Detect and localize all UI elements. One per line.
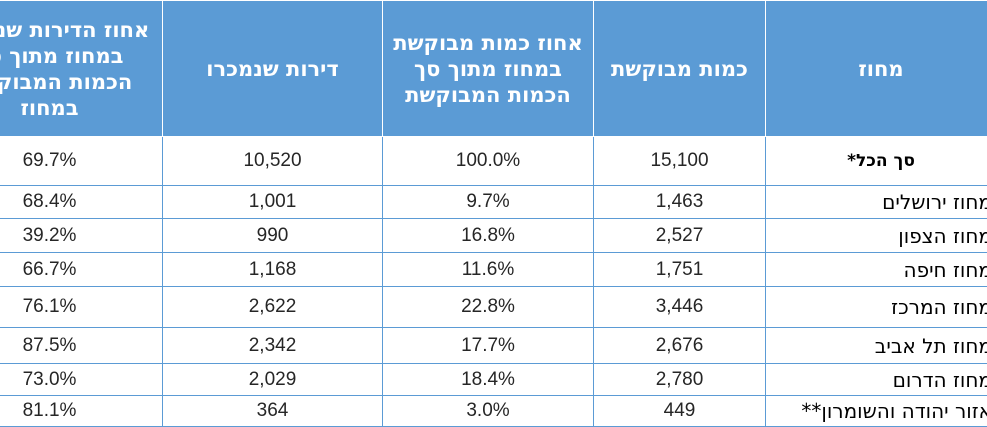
cell-requested-pct: 11.6% (382, 252, 594, 287)
cell-sold: 2,029 (162, 363, 383, 396)
cell-requested-pct: 22.8% (382, 286, 594, 328)
table-row: מחוז הדרום 2,780 18.4% 2,029 73.0% (0, 363, 987, 396)
cell-district: מחוז חיפה (765, 252, 987, 287)
cell-sold: 364 (162, 395, 383, 427)
table-row: מחוז הצפון 2,527 16.8% 990 39.2% (0, 218, 987, 253)
header-sold: דירות שנמכרו (162, 0, 383, 137)
cell-sold: 990 (162, 218, 383, 253)
cell-requested-pct: 17.7% (382, 327, 594, 364)
cell-sold-pct: 87.5% (0, 327, 163, 364)
header-requested-pct: אחוז כמות מבוקשת במחוז מתוך סך הכמות המב… (382, 0, 594, 137)
cell-sold: 10,520 (162, 136, 383, 186)
header-row: מחוז כמות מבוקשת אחוז כמות מבוקשת במחוז … (0, 0, 987, 137)
table-row: מחוז תל אביב 2,676 17.7% 2,342 87.5% (0, 327, 987, 364)
cell-sold: 1,168 (162, 252, 383, 287)
cell-district: מחוז הדרום (765, 363, 987, 396)
header-sold-pct: אחוז הדירות שנמכרו במחוז מתוך סך הכמות ה… (0, 0, 163, 137)
cell-requested-qty: 2,676 (593, 327, 766, 364)
cell-district: מחוז ירושלים (765, 185, 987, 219)
cell-requested-qty: 1,463 (593, 185, 766, 219)
table-row: מחוז המרכז 3,446 22.8% 2,622 76.1% (0, 286, 987, 328)
cell-requested-qty: 3,446 (593, 286, 766, 328)
cell-requested-qty: 2,527 (593, 218, 766, 253)
cell-requested-pct: 3.0% (382, 395, 594, 427)
cell-requested-pct: 9.7% (382, 185, 594, 219)
cell-sold: 2,622 (162, 286, 383, 328)
header-district: מחוז (765, 0, 987, 137)
cell-sold-pct: 73.0% (0, 363, 163, 396)
table-row: אזור יהודה והשומרון** 449 3.0% 364 81.1% (0, 395, 987, 427)
header-requested-qty: כמות מבוקשת (593, 0, 766, 137)
cell-requested-qty: 15,100 (593, 136, 766, 186)
cell-requested-pct: 100.0% (382, 136, 594, 186)
cell-sold-pct: 39.2% (0, 218, 163, 253)
cell-district: אזור יהודה והשומרון** (765, 395, 987, 427)
cell-requested-qty: 2,780 (593, 363, 766, 396)
cell-sold-pct: 81.1% (0, 395, 163, 427)
cell-requested-qty: 449 (593, 395, 766, 427)
cell-sold: 1,001 (162, 185, 383, 219)
cell-district: מחוז המרכז (765, 286, 987, 328)
cell-requested-qty: 1,751 (593, 252, 766, 287)
cell-district: מחוז תל אביב (765, 327, 987, 364)
cell-requested-pct: 16.8% (382, 218, 594, 253)
table-row: מחוז חיפה 1,751 11.6% 1,168 66.7% (0, 252, 987, 287)
cell-sold: 2,342 (162, 327, 383, 364)
cell-sold-pct: 68.4% (0, 185, 163, 219)
cell-sold-pct: 76.1% (0, 286, 163, 328)
cell-requested-pct: 18.4% (382, 363, 594, 396)
cell-district: מחוז הצפון (765, 218, 987, 253)
cell-sold-pct: 66.7% (0, 252, 163, 287)
table-row-total: סך הכל* 15,100 100.0% 10,520 69.7% (0, 136, 987, 186)
cell-sold-pct: 69.7% (0, 136, 163, 186)
cell-district: סך הכל* (765, 136, 987, 186)
table-row: מחוז ירושלים 1,463 9.7% 1,001 68.4% (0, 185, 987, 219)
